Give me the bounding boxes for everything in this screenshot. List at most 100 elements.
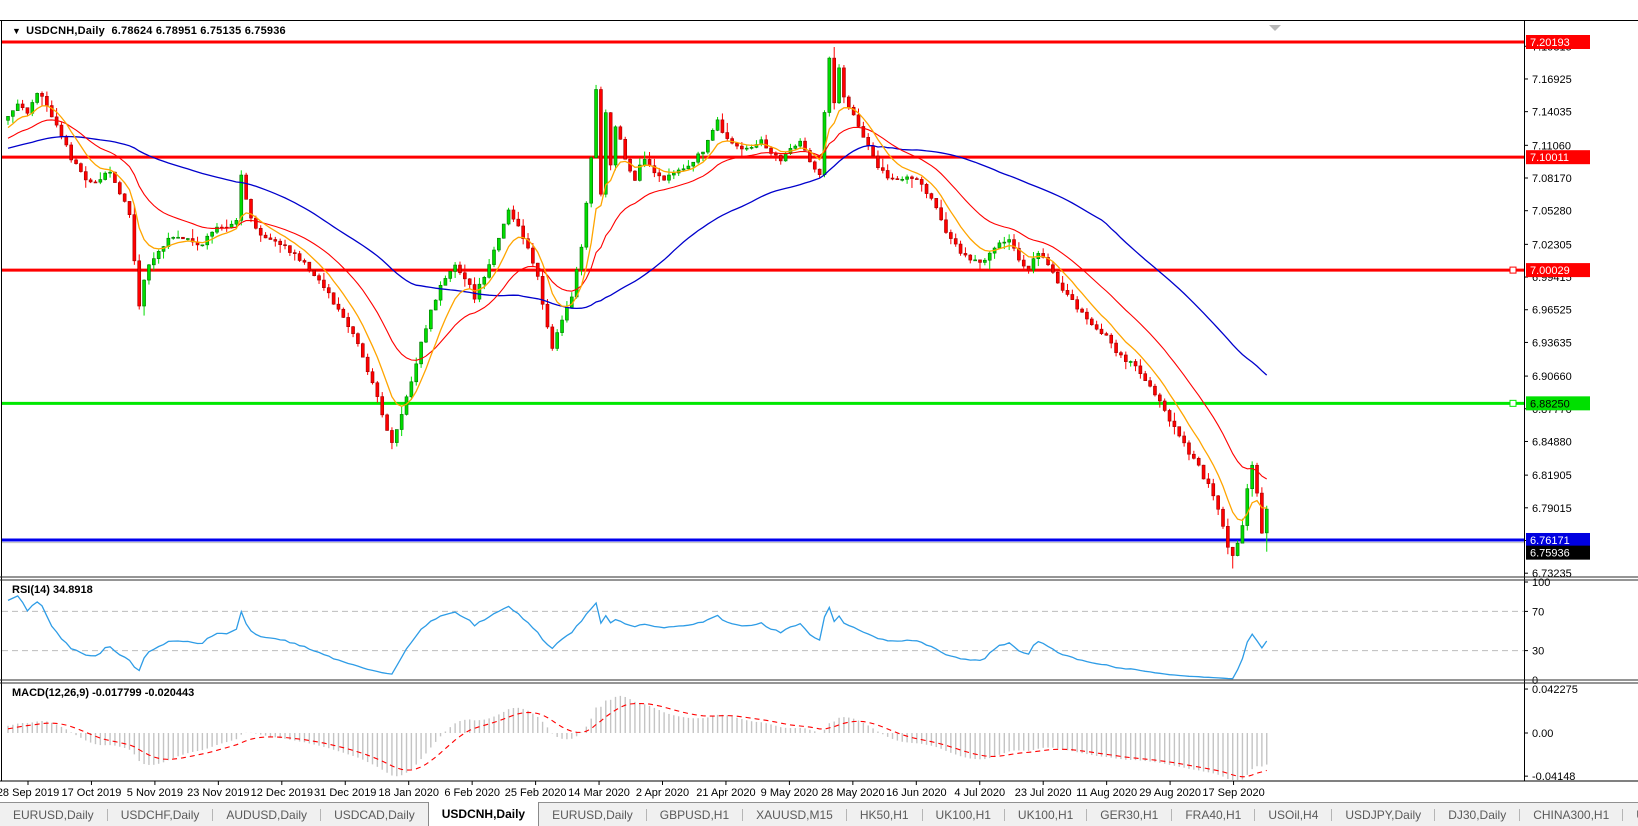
symbol-tab-eurusd-daily[interactable]: EURUSD,Daily xyxy=(13,807,94,822)
symbol-tab-gbpusd-h1[interactable]: GBPUSD,H1 xyxy=(659,807,730,822)
price-marker-6.75936 xyxy=(1526,545,1590,560)
rsi-value: 34.8918 xyxy=(52,584,93,596)
tab-separator xyxy=(1434,808,1436,821)
svg-text:12 Dec 2019: 12 Dec 2019 xyxy=(251,787,313,799)
candles-layer xyxy=(6,47,1269,569)
svg-text:7.20193: 7.20193 xyxy=(1530,37,1570,49)
symbol-tab-ger30-h1[interactable]: GER30,H1 xyxy=(1100,807,1159,822)
price-marker-7.20193 xyxy=(1526,35,1590,49)
svg-text:7.08170: 7.08170 xyxy=(1532,173,1572,185)
symbol-tab-usdchf-daily[interactable]: USDCHF,Daily xyxy=(120,807,200,822)
tab-separator xyxy=(1254,808,1256,821)
chart-shift-marker[interactable] xyxy=(1269,25,1281,31)
svg-text:6.75936: 6.75936 xyxy=(1530,548,1570,560)
svg-text:6.81905: 6.81905 xyxy=(1532,470,1572,482)
symbol-tab-usdjpy-daily[interactable]: USDJPY,Daily xyxy=(1345,807,1422,822)
symbol-tab-eurusd-daily[interactable]: EURUSD,Daily xyxy=(552,807,633,822)
svg-text:2 Apr 2020: 2 Apr 2020 xyxy=(636,787,689,799)
svg-text:70: 70 xyxy=(1532,606,1544,618)
tab-separator xyxy=(320,808,322,821)
svg-text:28 May 2020: 28 May 2020 xyxy=(821,787,885,799)
macd-values: -0.017799 -0.020443 xyxy=(92,687,195,699)
svg-text:-0.04148: -0.04148 xyxy=(1532,771,1575,783)
svg-text:6.90660: 6.90660 xyxy=(1532,371,1572,383)
tab-separator xyxy=(1171,808,1173,821)
tab-separator xyxy=(1086,808,1088,821)
tab-separator xyxy=(212,808,214,821)
tab-separator xyxy=(1331,808,1333,821)
rsi-panel xyxy=(2,595,1524,680)
symbol-tab-fra40-h1[interactable]: FRA40,H1 xyxy=(1185,807,1242,822)
rsi-name: RSI(14) xyxy=(12,584,50,596)
symbol-tab-dj30-daily[interactable]: DJ30,Daily xyxy=(1448,807,1507,822)
svg-text:0.042275: 0.042275 xyxy=(1532,684,1578,696)
macd-axis: 0.042275 0.00 -0.04148 xyxy=(1524,684,1578,783)
svg-text:7.16925: 7.16925 xyxy=(1532,74,1572,86)
chart-symbol-label: USDCNH,Daily xyxy=(26,25,105,37)
svg-text:9 May 2020: 9 May 2020 xyxy=(761,787,818,799)
svg-text:6.84880: 6.84880 xyxy=(1532,436,1572,448)
svg-text:7.14035: 7.14035 xyxy=(1532,107,1572,119)
svg-text:0.00: 0.00 xyxy=(1532,728,1553,740)
svg-text:0: 0 xyxy=(1532,675,1538,687)
svg-text:6.88250: 6.88250 xyxy=(1530,398,1570,410)
svg-text:7.10011: 7.10011 xyxy=(1530,152,1569,164)
tab-separator xyxy=(1622,808,1624,821)
svg-text:29 Aug 2020: 29 Aug 2020 xyxy=(1139,787,1201,799)
symbol-tab-uk100-h1[interactable]: UK100,H1 xyxy=(935,807,991,822)
svg-text:7.02305: 7.02305 xyxy=(1532,239,1572,251)
svg-text:25 Feb 2020: 25 Feb 2020 xyxy=(505,787,567,799)
hline-handle[interactable] xyxy=(1509,399,1517,407)
svg-text:7.11060: 7.11060 xyxy=(1532,140,1571,152)
svg-text:7.05280: 7.05280 xyxy=(1532,206,1572,218)
tab-separator xyxy=(742,808,744,821)
svg-text:31 Dec 2019: 31 Dec 2019 xyxy=(314,787,376,799)
chart-ohlc-values: 6.78624 6.78951 6.75135 6.75936 xyxy=(111,25,286,37)
symbol-tab-xauusd-m15[interactable]: XAUUSD,M15 xyxy=(756,807,833,822)
svg-text:6.96525: 6.96525 xyxy=(1532,305,1572,317)
macd-name: MACD(12,26,9) xyxy=(12,687,90,699)
svg-text:6.76171: 6.76171 xyxy=(1530,535,1570,547)
svg-text:6.79015: 6.79015 xyxy=(1532,503,1572,515)
svg-text:30: 30 xyxy=(1532,646,1544,658)
svg-text:100: 100 xyxy=(1532,577,1550,589)
collapse-triangle-icon[interactable]: ▼ xyxy=(12,26,22,36)
svg-text:6.93635: 6.93635 xyxy=(1532,337,1572,349)
tab-separator xyxy=(645,808,647,821)
svg-text:11 Aug 2020: 11 Aug 2020 xyxy=(1076,787,1137,799)
tab-separator xyxy=(921,808,923,821)
svg-text:5 Nov 2019: 5 Nov 2019 xyxy=(127,787,183,799)
symbol-tab-hk50-h1[interactable]: HK50,H1 xyxy=(859,807,909,822)
svg-text:14 Mar 2020: 14 Mar 2020 xyxy=(568,787,630,799)
svg-text:17 Sep 2020: 17 Sep 2020 xyxy=(1202,787,1264,799)
symbol-tab-audusd-daily[interactable]: AUDUSD,Daily xyxy=(226,807,308,822)
tab-separator xyxy=(845,808,847,821)
symbol-tab-usoil-h[interactable]: USOil,H xyxy=(1623,803,1638,826)
svg-text:6 Feb 2020: 6 Feb 2020 xyxy=(444,787,500,799)
svg-text:4 Jul 2020: 4 Jul 2020 xyxy=(954,787,1005,799)
price-marker-7.10011 xyxy=(1526,150,1590,165)
symbol-tab-usoil-h4[interactable]: USOil,H4 xyxy=(1268,807,1319,822)
symbol-tab-usdcad-daily[interactable]: USDCAD,Daily xyxy=(334,807,415,822)
price-marker-6.76171 xyxy=(1526,532,1590,547)
level-lines-layer xyxy=(2,40,1524,544)
symbol-tab-uk100-h1[interactable]: UK100,H1 xyxy=(1017,807,1074,822)
svg-text:21 Apr 2020: 21 Apr 2020 xyxy=(696,787,755,799)
moving-averages-layer xyxy=(7,105,1268,522)
price-marker-7.00029 xyxy=(1526,263,1590,278)
symbol-tab-china300-h1[interactable]: CHINA300,H1 xyxy=(1533,807,1610,822)
svg-text:28 Sep 2019: 28 Sep 2019 xyxy=(0,787,59,799)
chart-title: ▼ USDCNH,Daily 6.78624 6.78951 6.75135 6.… xyxy=(12,25,286,37)
tab-separator xyxy=(1519,808,1521,821)
svg-text:23 Nov 2019: 23 Nov 2019 xyxy=(187,787,249,799)
symbol-tab-bar: EURUSD,Daily USDCHF,Daily AUDUSD,Daily USDC… xyxy=(0,802,1638,826)
hline-handle[interactable] xyxy=(1509,266,1517,274)
symbol-tab-usdcnh-daily[interactable]: USDCNH,Daily xyxy=(427,802,540,826)
price-axis: 7.198157.169257.140357.110607.081707.052… xyxy=(1524,35,1590,580)
price-marker-6.88250 xyxy=(1526,396,1590,411)
svg-text:7.00029: 7.00029 xyxy=(1530,265,1570,277)
svg-text:17 Oct 2019: 17 Oct 2019 xyxy=(61,787,121,799)
rsi-label: RSI(14) 34.8918 xyxy=(12,584,93,596)
